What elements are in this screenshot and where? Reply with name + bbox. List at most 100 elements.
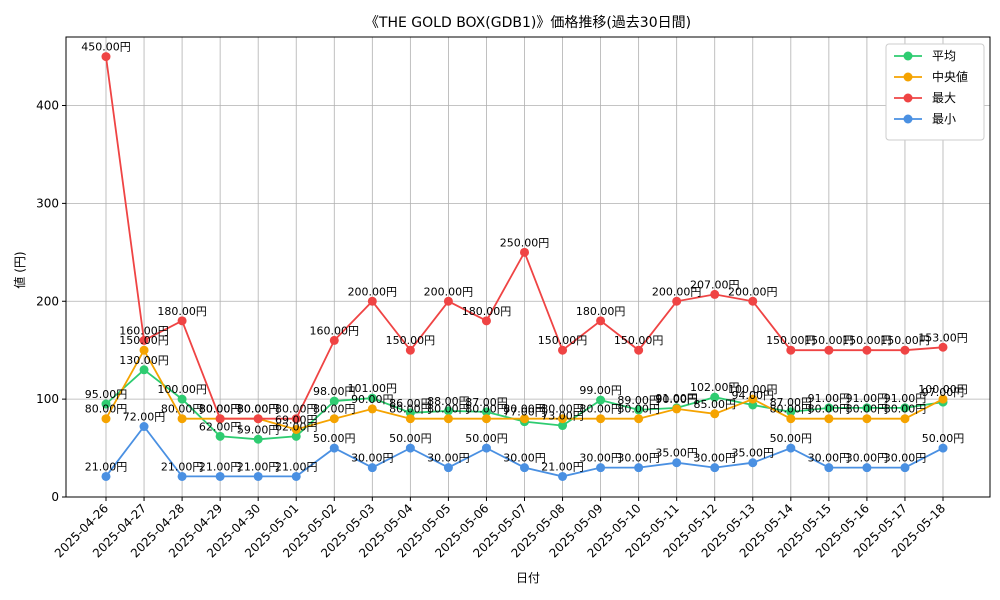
data-label: 21.00円 — [275, 460, 318, 473]
data-label: 91.00円 — [884, 392, 927, 405]
data-label: 50.00円 — [770, 432, 813, 445]
data-label: 30.00円 — [846, 452, 889, 465]
legend-marker — [903, 93, 913, 103]
series-point — [101, 399, 111, 409]
data-label: 100.00円 — [728, 383, 778, 396]
series-point — [710, 289, 720, 299]
data-label: 86.00円 — [389, 397, 432, 410]
series-point — [748, 296, 758, 306]
series-point — [824, 345, 834, 355]
series-point — [481, 316, 491, 326]
y-tick-label: 200 — [36, 294, 59, 308]
series-point — [101, 471, 111, 481]
series-point — [862, 463, 872, 473]
data-label: 77.00円 — [503, 406, 546, 419]
series-point — [824, 414, 834, 424]
data-label: 80.00円 — [85, 403, 128, 416]
series-point — [634, 463, 644, 473]
data-label: 80.00円 — [846, 403, 889, 416]
series-point — [786, 345, 796, 355]
data-label: 50.00円 — [922, 432, 965, 445]
data-label: 80.00円 — [199, 403, 242, 416]
data-label: 100.00円 — [157, 383, 207, 396]
series-point — [862, 403, 872, 413]
series-point — [405, 443, 415, 453]
series-point — [101, 52, 111, 62]
data-label: 94.00円 — [732, 389, 775, 402]
data-label: 100.00円 — [918, 383, 968, 396]
series-point — [139, 345, 149, 355]
series-point — [367, 404, 377, 414]
series-point — [862, 414, 872, 424]
data-label: 30.00円 — [351, 452, 394, 465]
data-label: 30.00円 — [579, 452, 622, 465]
data-label: 89.00円 — [617, 394, 660, 407]
data-label: 207.00円 — [690, 278, 740, 291]
data-label: 102.00円 — [690, 381, 740, 394]
data-label: 90.00円 — [655, 393, 698, 406]
data-label: 200.00円 — [424, 285, 474, 298]
data-label: 80.00円 — [541, 403, 584, 416]
data-label: 50.00円 — [465, 432, 508, 445]
series-point — [443, 414, 453, 424]
data-label: 95.00円 — [85, 388, 128, 401]
data-label: 30.00円 — [884, 452, 927, 465]
data-label: 97.00円 — [922, 386, 965, 399]
data-label: 180.00円 — [576, 305, 626, 318]
data-label: 30.00円 — [808, 452, 851, 465]
data-label: 72.00円 — [123, 411, 166, 424]
data-label: 30.00円 — [693, 452, 736, 465]
series-point — [177, 414, 187, 424]
chart-title: 《THE GOLD BOX(GDB1)》価格推移(過去30日間) — [365, 15, 691, 31]
series-point — [748, 394, 758, 404]
data-label: 87.00円 — [770, 396, 813, 409]
series-point — [672, 404, 682, 414]
data-label: 30.00円 — [427, 452, 470, 465]
series-point — [139, 365, 149, 375]
data-label: 91.00円 — [846, 392, 889, 405]
series-point — [291, 431, 301, 441]
series-point — [748, 458, 758, 468]
data-label: 130.00円 — [119, 354, 169, 367]
legend-marker — [903, 51, 913, 61]
x-axis-title: 日付 — [516, 571, 540, 585]
series-point — [596, 463, 606, 473]
series-point — [215, 414, 225, 424]
series-point — [710, 463, 720, 473]
data-label: 21.00円 — [199, 460, 242, 473]
data-label: 160.00円 — [119, 324, 169, 337]
legend-label: 中央値 — [932, 69, 968, 84]
data-label: 80.00円 — [427, 403, 470, 416]
series-point — [520, 414, 529, 424]
series-point — [481, 414, 491, 424]
series-point — [558, 345, 568, 355]
series-point — [329, 396, 339, 406]
series-point — [253, 471, 263, 481]
data-label: 35.00円 — [655, 447, 698, 460]
data-label: 91.00円 — [808, 392, 851, 405]
series-point — [520, 247, 529, 257]
series-point — [177, 394, 187, 404]
data-label: 450.00円 — [81, 41, 131, 54]
series-point — [291, 414, 301, 424]
y-axis-title: 値 (円) — [12, 251, 27, 288]
data-label: 21.00円 — [237, 460, 280, 473]
legend-label: 最小 — [932, 112, 956, 126]
series-point — [634, 405, 644, 415]
plot-frame — [65, 36, 991, 498]
y-tick-label: 0 — [51, 490, 59, 504]
series-point — [253, 434, 263, 444]
data-label: 160.00円 — [310, 324, 360, 337]
data-label: 80.00円 — [579, 403, 622, 416]
series-point — [139, 335, 149, 345]
series-point — [101, 414, 111, 424]
data-label: 21.00円 — [85, 460, 128, 473]
y-tick-label: 300 — [36, 196, 59, 210]
data-label: 21.00円 — [541, 460, 584, 473]
series-point — [786, 414, 796, 424]
series-point — [558, 471, 568, 481]
data-label: 59.00円 — [237, 423, 280, 436]
